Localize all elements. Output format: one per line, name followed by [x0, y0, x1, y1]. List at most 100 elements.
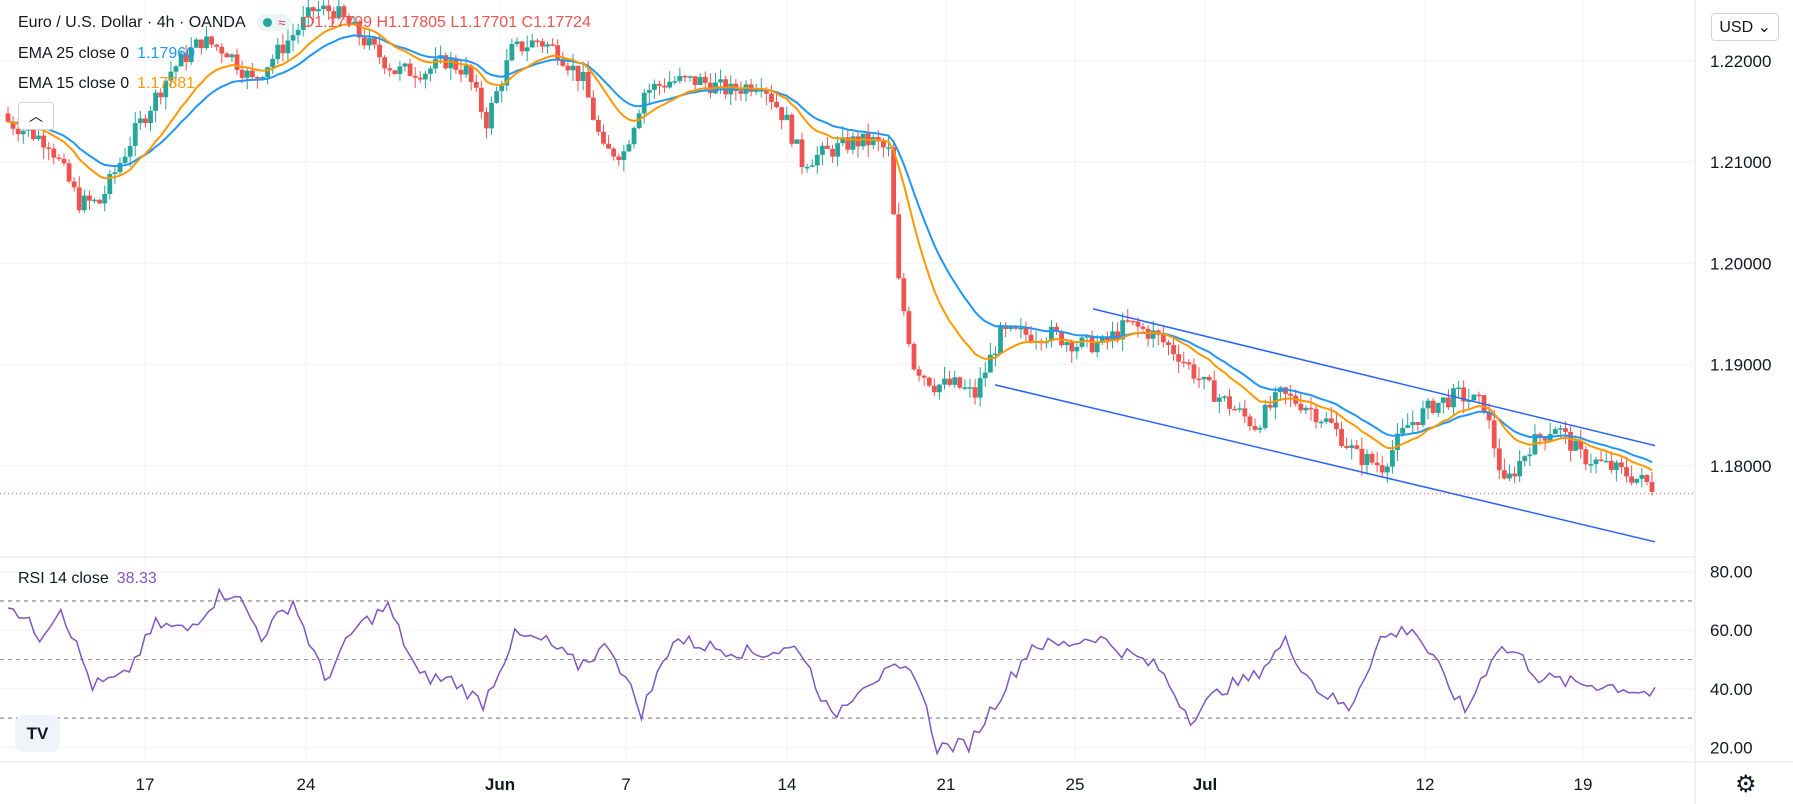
candle-body [1364, 453, 1370, 466]
candle-body [422, 73, 428, 80]
candle-body [1176, 354, 1182, 362]
price-tick-label: 1.21000 [1710, 153, 1771, 172]
candle-body [957, 377, 963, 388]
candle-body [1074, 346, 1080, 352]
candle-body [1517, 460, 1523, 477]
candle-body [931, 385, 937, 393]
candle-body [1247, 416, 1253, 427]
candle-body [428, 68, 433, 74]
chevron-down-icon: ⌄ [1757, 19, 1771, 36]
candle-body [417, 77, 423, 80]
candle-body [1486, 412, 1492, 421]
candle-body [76, 187, 82, 211]
candle-body [611, 148, 617, 157]
candle-body [229, 54, 235, 58]
candle-body [1028, 334, 1034, 342]
candle-body [1563, 428, 1568, 432]
grid-lines [0, 0, 1695, 762]
candle-body [1013, 326, 1019, 329]
time-tick-label: 19 [1574, 775, 1593, 794]
candle-body [1522, 456, 1528, 461]
candle-body [316, 9, 321, 12]
symbol-legend[interactable]: Euro / U.S. Dollar · 4h · OANDA ≈ O1.177… [18, 14, 591, 32]
collapse-legend-button[interactable]: ︿ [18, 102, 54, 130]
time-tick-label: 7 [621, 775, 630, 794]
tradingview-logo[interactable]: TV [15, 715, 60, 752]
ema15-line [7, 23, 1653, 472]
candle-body [779, 107, 785, 121]
currency-dropdown[interactable]: USD ⌄ [1711, 13, 1779, 41]
candle-body [789, 114, 795, 144]
candle-body [458, 69, 464, 75]
candle-body [1430, 400, 1436, 413]
gear-icon[interactable]: ⚙ [1735, 771, 1757, 798]
rsi-legend[interactable]: RSI 14 close 38.33 [18, 570, 157, 588]
time-axis: 17 24 Jun 7 14 21 25 Jul 12 19 [136, 775, 1593, 794]
price-tick-label: 1.18000 [1710, 457, 1771, 476]
candle-body [1420, 408, 1426, 426]
symbol-title[interactable]: Euro / U.S. Dollar · 4h · OANDA [18, 14, 245, 31]
close-value: C1.17724 [521, 14, 591, 31]
chevron-up-icon: ︿ [29, 108, 43, 124]
price-tick-label: 1.20000 [1710, 254, 1771, 273]
logo-text: TV [26, 724, 49, 743]
market-open-icon [263, 18, 273, 28]
candle-body [260, 77, 265, 79]
candle-body [219, 46, 225, 54]
candle-body [993, 353, 998, 356]
candle-body [300, 17, 306, 30]
candle-body [1252, 426, 1258, 430]
candle-body [1461, 387, 1467, 402]
candle-body [87, 195, 92, 201]
candle-body [1491, 420, 1497, 449]
candle-body [168, 71, 174, 81]
candle-body [112, 172, 118, 174]
candle-body [901, 278, 907, 312]
candle-body [366, 38, 372, 46]
candle-body [672, 81, 678, 83]
ema15-legend[interactable]: EMA 15 close 0 1.17881 [18, 75, 195, 93]
candle-body [1120, 320, 1126, 340]
candle-body [224, 53, 230, 58]
candle-body [158, 92, 164, 98]
candle-body [1222, 396, 1227, 398]
candle-body [15, 128, 21, 135]
candle-body [916, 369, 922, 376]
candle-body [1339, 429, 1344, 447]
candle-body [463, 65, 469, 75]
candle-body [295, 29, 301, 36]
candle-body [1257, 427, 1263, 430]
candle-body [1094, 342, 1100, 353]
candle-body [662, 85, 667, 88]
candle-body [71, 181, 77, 188]
rsi-tick-label: 40.00 [1710, 680, 1753, 699]
candle-body [1059, 331, 1064, 346]
candle-body [290, 35, 296, 41]
candle-body [1573, 440, 1579, 451]
status-pill[interactable]: ≈ [257, 14, 292, 32]
candle-body [886, 147, 891, 149]
candle-body [1328, 418, 1334, 423]
candle-body [1150, 330, 1156, 339]
candle-body [1110, 331, 1115, 341]
candle-body [763, 90, 769, 94]
low-value: L1.17701 [450, 14, 518, 31]
candle-body [1008, 326, 1014, 329]
candle-body [1507, 473, 1512, 479]
candle-body [1542, 438, 1548, 441]
candle-body [1206, 376, 1212, 381]
channel-lower-line [994, 384, 1656, 543]
candle-body [1593, 459, 1599, 465]
candle-body [1395, 433, 1400, 451]
candle-body [1456, 387, 1461, 390]
candle-body [377, 44, 382, 58]
ema25-legend[interactable]: EMA 25 close 0 1.17960 [18, 45, 195, 63]
candle-body [855, 136, 861, 147]
candle-body [1379, 465, 1385, 473]
candle-body [1552, 429, 1558, 435]
candle-body [209, 36, 214, 45]
candle-body [1267, 404, 1273, 408]
candle-body [1440, 397, 1446, 403]
candle-body [1634, 478, 1640, 483]
